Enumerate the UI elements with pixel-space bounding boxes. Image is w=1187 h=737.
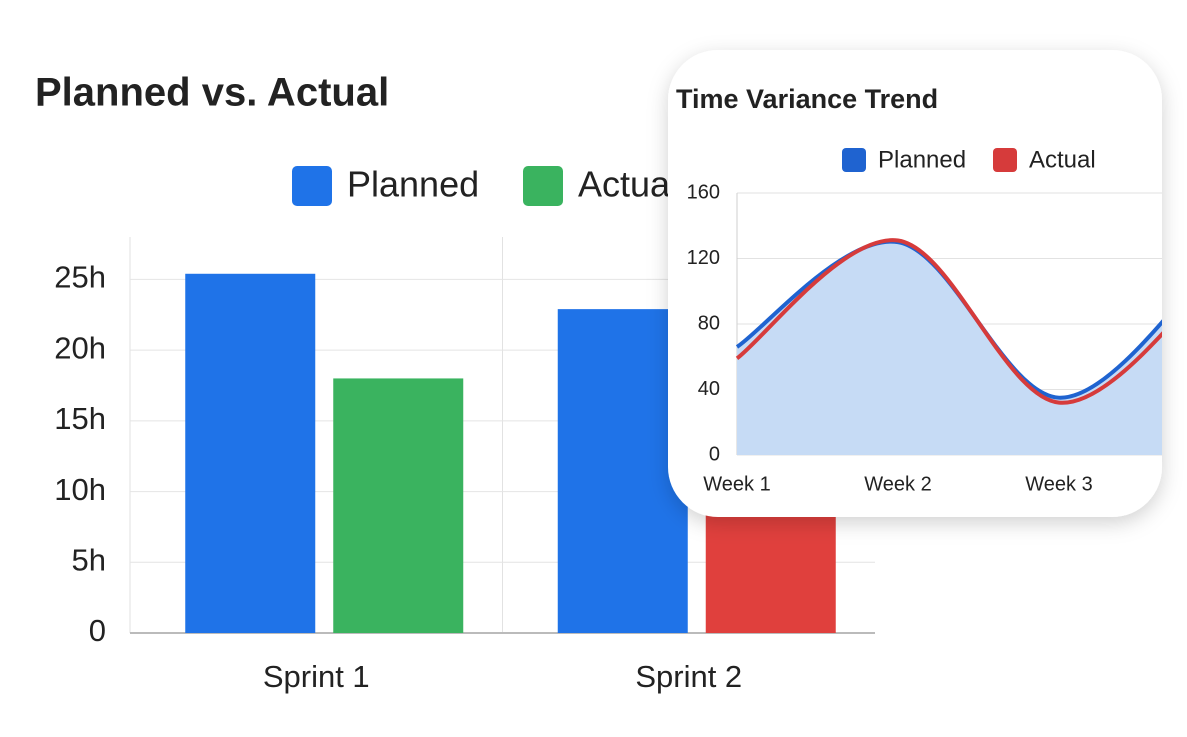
legend-label: Actual bbox=[578, 164, 678, 205]
line-chart: Time Variance Trend Planned Actual 0 40 80 12… bbox=[676, 84, 1162, 495]
y-tick-label: 120 bbox=[687, 247, 720, 269]
legend-swatch bbox=[842, 148, 866, 172]
x-tick-label: Week 3 bbox=[1025, 473, 1092, 495]
line bbox=[735, 238, 1162, 405]
x-tick-label: Week 1 bbox=[703, 473, 770, 495]
y-tick-label: 10h bbox=[54, 472, 106, 507]
legend-swatch bbox=[292, 166, 332, 206]
legend-label: Actual bbox=[1029, 146, 1096, 173]
y-tick-label: 20h bbox=[54, 330, 106, 365]
y-tick-label: 15h bbox=[54, 401, 106, 436]
area bbox=[737, 241, 1162, 455]
chart-title: Time Variance Trend bbox=[676, 84, 938, 114]
legend-label: Planned bbox=[347, 164, 479, 205]
legend-swatch bbox=[523, 166, 563, 206]
y-tick-label: 0 bbox=[709, 443, 720, 465]
legend-swatch bbox=[993, 148, 1017, 172]
x-tick-label: Week 2 bbox=[864, 473, 931, 495]
y-tick-label: 160 bbox=[687, 181, 720, 203]
y-tick-label: 80 bbox=[698, 312, 720, 334]
bar bbox=[557, 309, 688, 633]
y-tick-label: 5h bbox=[72, 542, 106, 577]
bar-chart: Planned vs. Actual Planned Actual 0 5h 10h 15… bbox=[35, 71, 875, 694]
y-tick-label: 0 bbox=[89, 613, 106, 648]
y-tick-label: 40 bbox=[698, 378, 720, 400]
y-tick-label: 25h bbox=[54, 260, 106, 295]
x-tick-label: Sprint 1 bbox=[263, 659, 370, 694]
bar bbox=[333, 378, 464, 633]
x-tick-label: Sprint 2 bbox=[635, 659, 742, 694]
bar bbox=[185, 273, 316, 633]
chart-title: Planned vs. Actual bbox=[35, 71, 389, 115]
legend-label: Planned bbox=[878, 146, 966, 173]
